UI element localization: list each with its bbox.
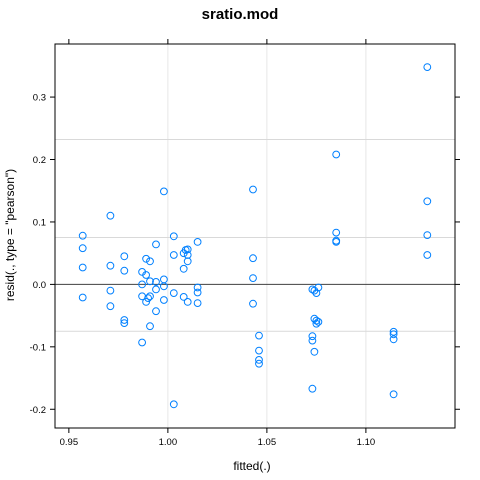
data-point	[193, 299, 202, 308]
data-point	[160, 282, 168, 291]
data-point	[193, 283, 202, 292]
data-point	[78, 231, 87, 240]
data-point	[312, 316, 321, 325]
data-point	[310, 347, 319, 356]
data-point	[169, 232, 178, 241]
y-tick-label: -0.1	[30, 342, 46, 353]
data-point	[179, 293, 188, 301]
data-point	[423, 231, 432, 240]
data-point	[152, 240, 160, 249]
data-point	[249, 254, 257, 263]
data-point	[152, 285, 160, 294]
x-tick-label: 1.05	[258, 437, 277, 448]
data-point	[332, 228, 341, 237]
x-tick-label: 0.95	[60, 437, 79, 448]
data-point	[193, 238, 202, 246]
data-point	[255, 346, 263, 355]
y-tick-label: 0.0	[33, 280, 46, 291]
data-point	[146, 277, 154, 286]
data-point	[138, 280, 147, 289]
data-point	[332, 238, 341, 246]
y-tick-label: 0.1	[33, 217, 46, 228]
data-point	[423, 197, 432, 206]
data-point	[160, 296, 168, 304]
y-tick-label: 0.2	[33, 155, 46, 166]
data-point	[312, 289, 321, 298]
data-point	[160, 187, 168, 196]
data-point	[423, 63, 432, 71]
x-axis-label: fitted(.)	[233, 459, 270, 473]
data-point	[142, 298, 151, 306]
data-point	[193, 288, 202, 297]
data-point	[169, 400, 178, 409]
data-point	[142, 271, 151, 279]
data-point	[308, 336, 317, 345]
y-tick-label: -0.2	[30, 405, 46, 416]
x-tick-label: 1.00	[159, 437, 178, 448]
data-point	[389, 330, 398, 339]
data-point	[308, 332, 317, 341]
data-point	[183, 251, 192, 259]
plot-frame	[54, 43, 456, 429]
data-point	[255, 359, 263, 368]
data-point	[142, 254, 151, 263]
points-layer	[78, 63, 432, 409]
data-point	[146, 257, 154, 266]
y-tick-label: 0.3	[33, 93, 46, 104]
data-point	[389, 335, 398, 344]
data-point	[120, 266, 129, 275]
data-point	[314, 283, 323, 292]
x-tick-label: 1.10	[357, 437, 376, 448]
data-point	[389, 390, 398, 399]
data-point	[249, 299, 257, 308]
data-point	[144, 294, 153, 303]
data-point	[169, 289, 178, 298]
data-point	[169, 251, 178, 259]
data-point	[183, 298, 192, 306]
data-point	[160, 275, 168, 284]
data-point	[255, 356, 263, 364]
data-point	[249, 274, 257, 283]
data-point	[332, 150, 341, 159]
y-axis-label: resid(., type = "pearson")	[3, 169, 17, 301]
data-point	[120, 252, 129, 261]
data-point	[78, 293, 87, 302]
data-point	[120, 316, 129, 324]
data-point	[312, 319, 321, 328]
grid-layer	[55, 44, 455, 428]
data-point	[183, 257, 192, 266]
data-point	[146, 322, 154, 331]
data-point	[106, 286, 115, 295]
chart-title: sratio.mod	[202, 6, 279, 23]
axes-layer: 0.95 1.00 1.05 1.10 -0.2 -0.1 0.0 0.1 0.2 0.3	[30, 39, 460, 448]
data-point	[78, 263, 87, 272]
data-point	[152, 307, 160, 316]
data-point	[314, 318, 323, 326]
data-point	[120, 319, 129, 328]
data-point	[183, 245, 192, 254]
data-point	[423, 251, 432, 259]
data-point	[106, 302, 115, 311]
data-point	[249, 185, 257, 194]
data-point	[138, 338, 147, 347]
data-point	[78, 244, 87, 253]
data-point	[179, 264, 188, 273]
data-point	[152, 278, 160, 286]
data-point	[255, 331, 263, 340]
data-point	[106, 211, 115, 220]
data-point	[308, 384, 317, 393]
data-point	[389, 327, 398, 336]
data-point	[146, 292, 154, 301]
data-point	[106, 261, 115, 270]
